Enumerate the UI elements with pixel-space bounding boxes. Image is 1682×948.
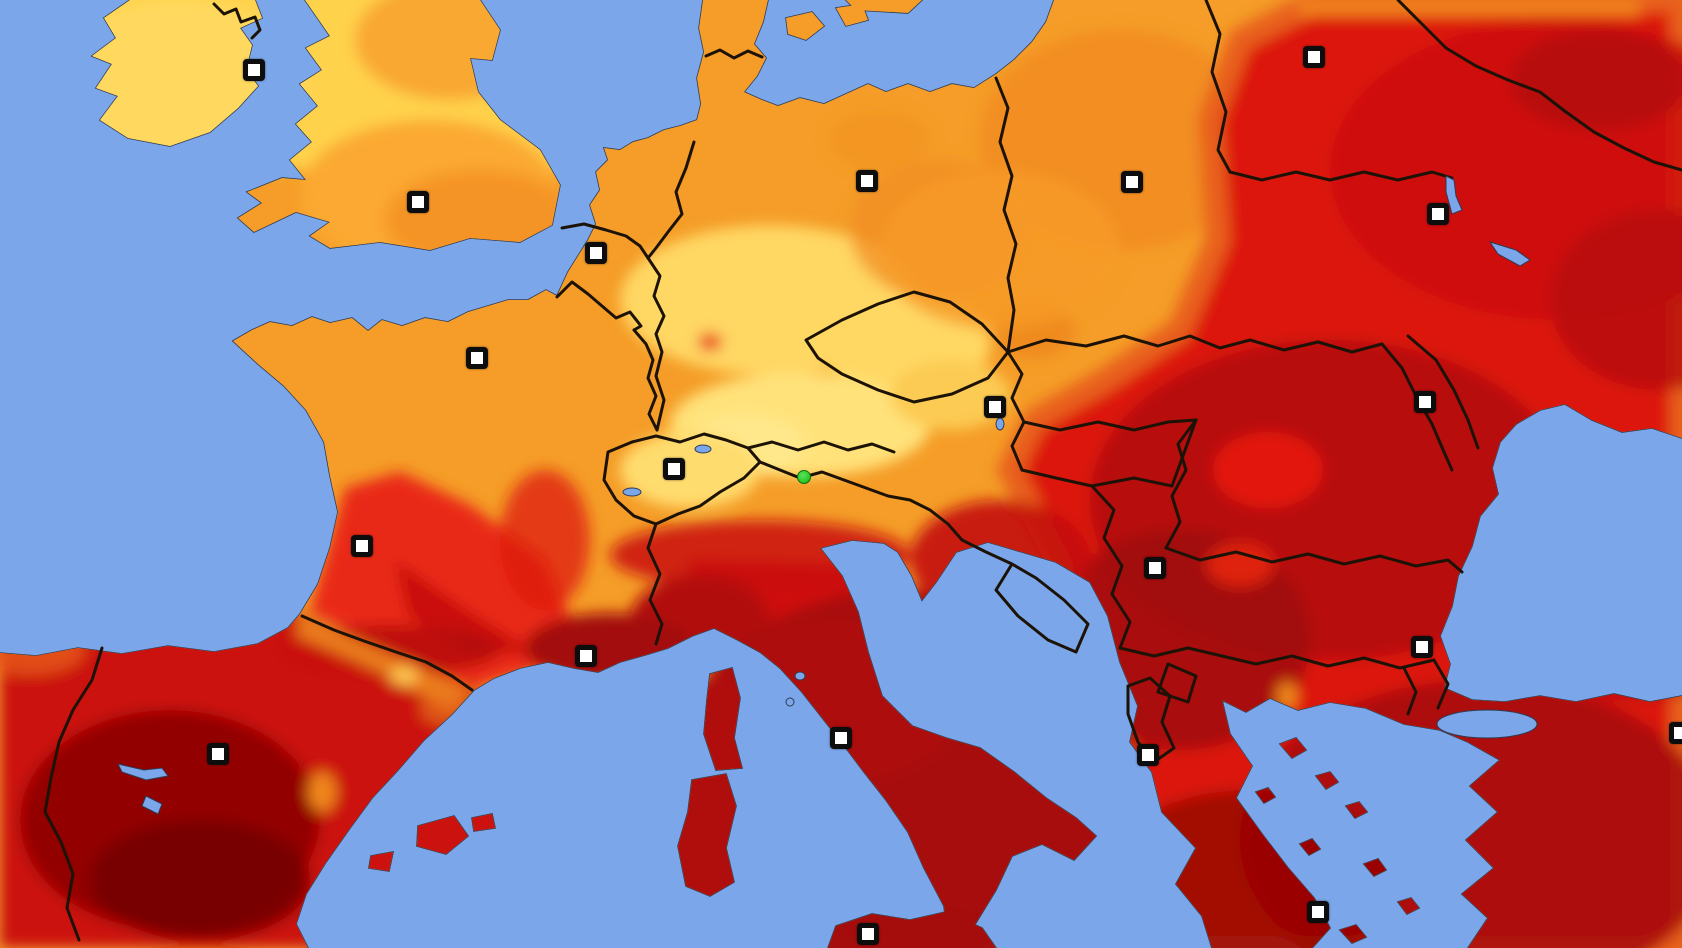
kremenchuk-reservoir [1488,241,1531,267]
lake-geneva [622,487,642,497]
guadiana-river [141,795,163,815]
lakes-layer [117,175,1538,815]
lake-constance [694,444,712,454]
city-marker-tirana[interactable] [1136,743,1159,766]
country-borders-layer [43,0,1682,942]
city-marker-warsaw[interactable] [1120,171,1143,194]
lake-bracciano [785,697,795,707]
tagus-river [117,763,169,781]
city-marker-kyiv[interactable] [1426,202,1449,225]
city-marker-dublin[interactable] [242,58,265,81]
city-marker-london[interactable] [406,191,429,214]
city-marker-marseille[interactable] [575,645,597,668]
city-marker-madrid[interactable] [206,743,229,766]
city-marker-bern[interactable] [662,457,685,480]
sea-of-marmara [1436,709,1538,739]
city-marker-vienna[interactable] [984,395,1007,418]
city-marker-brussels[interactable] [584,242,607,265]
city-marker-berlin[interactable] [856,169,879,192]
lake-neusiedl [995,417,1005,431]
city-marker-istanbul[interactable] [1668,721,1682,744]
city-marker-paris[interactable] [466,346,488,369]
city-marker-varna[interactable] [1410,636,1433,658]
city-marker-bordeaux[interactable] [350,534,373,557]
kyiv-reservoir [1445,175,1463,215]
city-marker-belgrade[interactable] [1144,557,1167,580]
city-marker-chisinau[interactable] [1413,391,1436,414]
city-marker-athens[interactable] [1307,900,1329,923]
lake-bolsena [794,671,806,681]
city-marker-minsk[interactable] [1302,45,1325,68]
city-marker-palermo[interactable] [857,922,880,945]
selected-station-dot[interactable] [796,470,811,485]
city-marker-rome[interactable] [830,727,852,750]
